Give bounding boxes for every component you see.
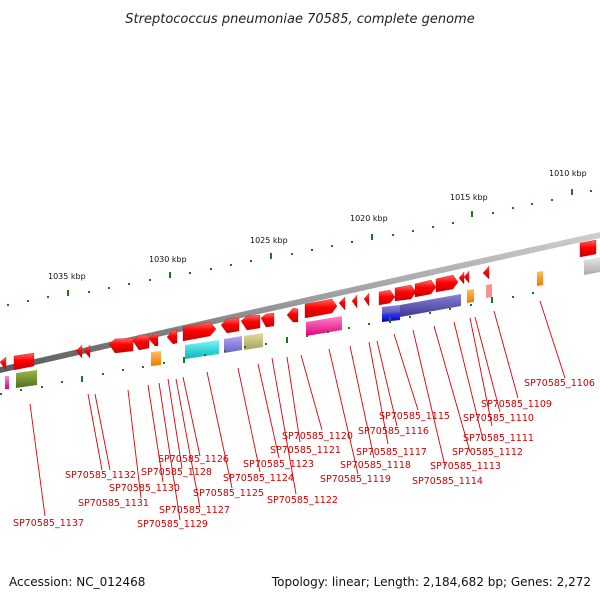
gene-arrow	[240, 314, 261, 331]
feature-block	[584, 257, 600, 275]
genome-backbone	[0, 232, 600, 373]
gene-arrow	[132, 334, 150, 351]
gene-label: SP70585_1131	[78, 498, 149, 509]
feature-block	[5, 376, 9, 389]
feature-block	[185, 340, 219, 359]
gene-arrow	[414, 279, 437, 298]
map-title: Streptococcus pneumoniae 70585, complete…	[125, 12, 474, 27]
gene-label: SP70585_1126	[158, 454, 229, 465]
gene-arrow	[166, 329, 178, 345]
gene-arrow	[286, 307, 299, 323]
gene-label: SP70585_1110	[463, 413, 534, 424]
gene-labels: SP70585_1106 SP70585_1109 SP70585_1110 S…	[13, 378, 595, 530]
feature-block	[467, 289, 474, 303]
feature-block	[16, 370, 37, 388]
ruler-label-1030: 1030 kbp	[149, 255, 187, 264]
gene-arrow	[579, 239, 597, 258]
gene-arrow	[378, 289, 396, 306]
ruler-label-1010: 1010 kbp	[549, 169, 587, 178]
gene-arrow	[83, 344, 91, 359]
feature-block	[486, 284, 492, 298]
gene-label: SP70585_1121	[270, 445, 341, 456]
gene-arrow	[108, 337, 134, 354]
gene-label: SP70585_1116	[358, 426, 429, 437]
gene-arrow	[13, 352, 35, 371]
gene-label: SP70585_1114	[412, 476, 483, 487]
gene-label: SP70585_1113	[430, 461, 501, 472]
accession-text: Accession: NC_012468	[9, 575, 145, 589]
gene-label: SP70585_1129	[137, 519, 208, 530]
gene-label: SP70585_1117	[356, 447, 427, 458]
gene-arrow	[260, 312, 275, 328]
feature-block	[306, 316, 342, 336]
topology-text: Topology: linear; Length: 2,184,682 bp; …	[271, 575, 591, 589]
gene-arrow	[435, 274, 459, 293]
gene-arrow	[148, 332, 159, 347]
outer-ruler	[7, 189, 592, 306]
feature-blocks	[5, 257, 600, 389]
leader-lines	[29, 300, 566, 521]
gene-label: SP70585_1115	[379, 411, 450, 422]
ruler-label-1015: 1015 kbp	[450, 193, 488, 202]
feature-block	[400, 294, 461, 317]
gene-label: SP70585_1128	[141, 467, 212, 478]
gene-label: SP70585_1132	[65, 470, 136, 481]
gene-label: SP70585_1109	[481, 399, 552, 410]
gene-label: SP70585_1124	[223, 473, 294, 484]
gene-label: SP70585_1137	[13, 518, 84, 529]
gene-label: SP70585_1127	[159, 505, 230, 516]
feature-block	[244, 333, 263, 350]
gene-arrow	[351, 294, 358, 309]
gene-label: SP70585_1122	[267, 495, 338, 506]
feature-block	[224, 336, 242, 353]
gene-arrow	[463, 270, 470, 284]
feature-block	[537, 271, 543, 286]
gene-arrow	[182, 321, 217, 342]
gene-arrow	[75, 344, 83, 359]
gene-arrow	[220, 317, 240, 334]
gene-label: SP70585_1112	[452, 447, 523, 458]
feature-block	[151, 351, 161, 366]
gene-label: SP70585_1130	[109, 483, 180, 494]
gene-label: SP70585_1120	[282, 431, 353, 442]
ruler-label-1035: 1035 kbp	[48, 272, 86, 281]
inner-ruler	[0, 292, 534, 395]
gene-arrow	[0, 356, 7, 371]
gene-label: SP70585_1106	[524, 378, 595, 389]
gene-arrow	[482, 265, 490, 280]
gene-arrow	[338, 296, 346, 311]
gene-label: SP70585_1123	[243, 459, 314, 470]
gene-label: SP70585_1119	[320, 474, 391, 485]
ruler-label-1020: 1020 kbp	[350, 214, 388, 223]
gene-arrow	[304, 298, 338, 319]
gene-arrow	[458, 271, 465, 285]
gene-arrow	[363, 292, 370, 307]
gene-label: SP70585_1111	[463, 433, 534, 444]
gene-arrow	[394, 284, 417, 302]
ruler-label-1025: 1025 kbp	[250, 236, 288, 245]
gene-label: SP70585_1125	[193, 488, 264, 499]
forward-genes	[0, 239, 597, 371]
gene-label: SP70585_1118	[340, 460, 411, 471]
